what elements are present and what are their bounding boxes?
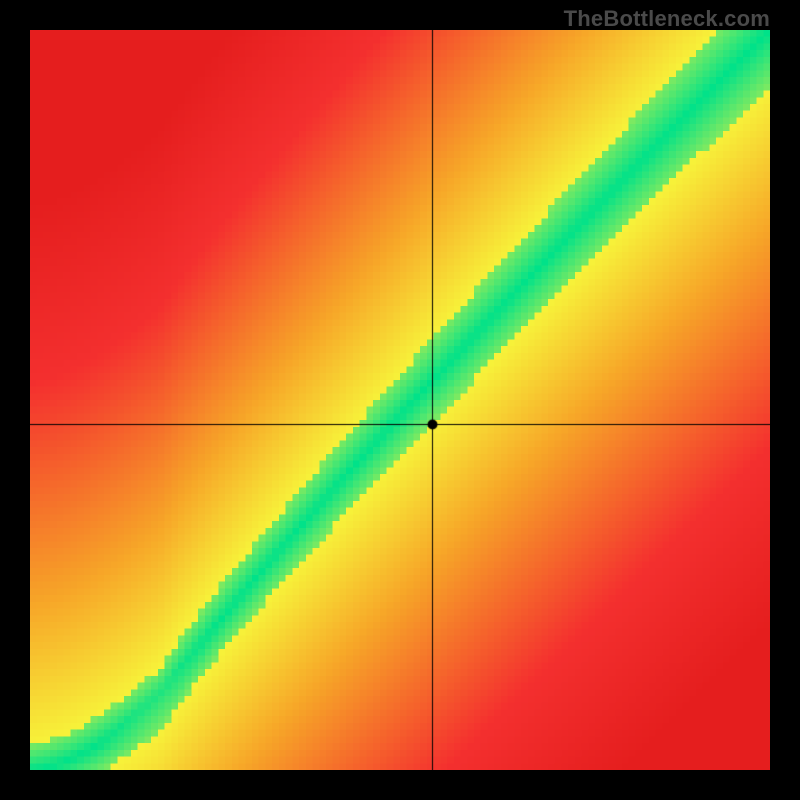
crosshair-overlay — [30, 30, 770, 770]
watermark-text: TheBottleneck.com — [564, 6, 770, 32]
